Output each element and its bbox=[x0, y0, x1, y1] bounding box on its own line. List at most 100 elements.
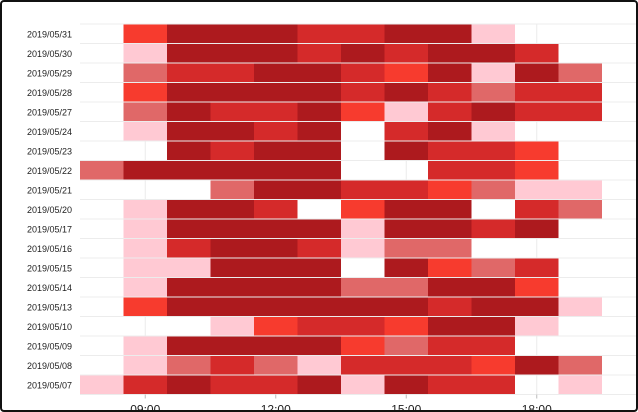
heatmap-cell[interactable] bbox=[471, 180, 516, 200]
heatmap-cell[interactable] bbox=[167, 161, 211, 180]
heatmap-cell[interactable] bbox=[254, 278, 298, 297]
heatmap-cell[interactable] bbox=[210, 24, 255, 44]
heatmap-cell[interactable] bbox=[80, 375, 124, 395]
heatmap-cell[interactable] bbox=[254, 297, 298, 317]
heatmap-cell[interactable] bbox=[297, 63, 342, 83]
heatmap-cell[interactable] bbox=[428, 24, 472, 44]
heatmap-cell[interactable] bbox=[254, 200, 298, 219]
heatmap-cell[interactable] bbox=[254, 63, 298, 83]
heatmap-cell[interactable] bbox=[515, 161, 559, 180]
heatmap-cell[interactable] bbox=[558, 375, 603, 395]
heatmap-cell[interactable] bbox=[297, 24, 342, 44]
heatmap-cell[interactable] bbox=[210, 161, 255, 180]
heatmap-cell[interactable] bbox=[167, 24, 211, 44]
heatmap-cell[interactable] bbox=[471, 161, 516, 180]
heatmap-cell[interactable] bbox=[471, 375, 516, 395]
heatmap-cell[interactable] bbox=[558, 102, 603, 122]
heatmap-cell[interactable] bbox=[167, 83, 211, 102]
heatmap-cell[interactable] bbox=[471, 44, 516, 63]
heatmap-cell[interactable] bbox=[515, 278, 559, 297]
heatmap-cell[interactable] bbox=[515, 356, 559, 375]
heatmap-cell[interactable] bbox=[515, 83, 559, 102]
heatmap-cell[interactable] bbox=[515, 297, 559, 317]
heatmap-cell[interactable] bbox=[428, 200, 472, 219]
heatmap-cell[interactable] bbox=[123, 63, 168, 83]
heatmap-cell[interactable] bbox=[210, 219, 255, 239]
heatmap-cell[interactable] bbox=[254, 141, 298, 161]
heatmap-cell[interactable] bbox=[167, 63, 211, 83]
heatmap-cell[interactable] bbox=[341, 317, 385, 336]
heatmap-cell[interactable] bbox=[341, 356, 385, 375]
heatmap-cell[interactable] bbox=[123, 200, 168, 219]
heatmap-cell[interactable] bbox=[210, 336, 255, 356]
heatmap-cell[interactable] bbox=[341, 239, 385, 258]
heatmap-cell[interactable] bbox=[210, 63, 255, 83]
heatmap-cell[interactable] bbox=[384, 63, 429, 83]
heatmap-cell[interactable] bbox=[210, 102, 255, 122]
heatmap-cell[interactable] bbox=[123, 102, 168, 122]
heatmap-cell[interactable] bbox=[210, 297, 255, 317]
heatmap-cell[interactable] bbox=[210, 180, 255, 200]
heatmap-cell[interactable] bbox=[384, 44, 429, 63]
heatmap-cell[interactable] bbox=[384, 317, 429, 336]
heatmap-cell[interactable] bbox=[558, 180, 603, 200]
heatmap-cell[interactable] bbox=[471, 278, 516, 297]
heatmap-cell[interactable] bbox=[167, 239, 211, 258]
heatmap-cell[interactable] bbox=[254, 219, 298, 239]
heatmap-cell[interactable] bbox=[167, 375, 211, 395]
heatmap-cell[interactable] bbox=[428, 297, 472, 317]
heatmap-cell[interactable] bbox=[210, 44, 255, 63]
heatmap-cell[interactable] bbox=[210, 122, 255, 141]
heatmap-cell[interactable] bbox=[123, 161, 168, 180]
heatmap-cell[interactable] bbox=[297, 141, 342, 161]
heatmap-cell[interactable] bbox=[428, 219, 472, 239]
heatmap-cell[interactable] bbox=[297, 83, 342, 102]
heatmap-cell[interactable] bbox=[210, 141, 255, 161]
heatmap-cell[interactable] bbox=[428, 239, 472, 258]
heatmap-cell[interactable] bbox=[428, 44, 472, 63]
heatmap-cell[interactable] bbox=[254, 336, 298, 356]
heatmap-cell[interactable] bbox=[123, 356, 168, 375]
heatmap-cell[interactable] bbox=[384, 375, 429, 395]
heatmap-cell[interactable] bbox=[210, 239, 255, 258]
heatmap-cell[interactable] bbox=[123, 297, 168, 317]
heatmap-cell[interactable] bbox=[341, 83, 385, 102]
heatmap-cell[interactable] bbox=[254, 102, 298, 122]
heatmap-cell[interactable] bbox=[297, 44, 342, 63]
heatmap-cell[interactable] bbox=[471, 297, 516, 317]
heatmap-cell[interactable] bbox=[123, 258, 168, 278]
heatmap-cell[interactable] bbox=[384, 102, 429, 122]
heatmap-cell[interactable] bbox=[428, 102, 472, 122]
heatmap-cell[interactable] bbox=[384, 122, 429, 141]
heatmap-cell[interactable] bbox=[341, 336, 385, 356]
heatmap-cell[interactable] bbox=[297, 161, 342, 180]
heatmap-cell[interactable] bbox=[471, 102, 516, 122]
heatmap-cell[interactable] bbox=[515, 63, 559, 83]
heatmap-cell[interactable] bbox=[384, 239, 429, 258]
heatmap-cell[interactable] bbox=[384, 24, 429, 44]
heatmap-cell[interactable] bbox=[471, 63, 516, 83]
heatmap-cell[interactable] bbox=[515, 317, 559, 336]
heatmap-cell[interactable] bbox=[167, 297, 211, 317]
heatmap-cell[interactable] bbox=[384, 141, 429, 161]
heatmap-cell[interactable] bbox=[384, 83, 429, 102]
heatmap-cell[interactable] bbox=[297, 180, 342, 200]
heatmap-cell[interactable] bbox=[167, 336, 211, 356]
heatmap-cell[interactable] bbox=[297, 219, 342, 239]
heatmap-cell[interactable] bbox=[297, 297, 342, 317]
heatmap-cell[interactable] bbox=[471, 83, 516, 102]
heatmap-cell[interactable] bbox=[210, 258, 255, 278]
heatmap-cell[interactable] bbox=[341, 219, 385, 239]
heatmap-cell[interactable] bbox=[428, 278, 472, 297]
heatmap-cell[interactable] bbox=[428, 258, 472, 278]
heatmap-cell[interactable] bbox=[297, 122, 342, 141]
heatmap-cell[interactable] bbox=[515, 44, 559, 63]
heatmap-cell[interactable] bbox=[384, 180, 429, 200]
heatmap-cell[interactable] bbox=[384, 356, 429, 375]
heatmap-cell[interactable] bbox=[384, 258, 429, 278]
heatmap-cell[interactable] bbox=[297, 336, 342, 356]
heatmap-cell[interactable] bbox=[254, 44, 298, 63]
heatmap-cell[interactable] bbox=[254, 375, 298, 395]
heatmap-cell[interactable] bbox=[123, 278, 168, 297]
heatmap-cell[interactable] bbox=[471, 356, 516, 375]
